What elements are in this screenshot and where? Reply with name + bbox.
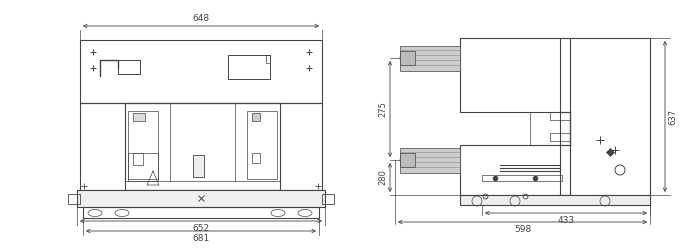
Bar bbox=[228, 55, 270, 79]
Text: 598: 598 bbox=[514, 225, 531, 234]
Bar bbox=[322, 194, 334, 204]
Bar bbox=[125, 103, 280, 190]
Text: 637: 637 bbox=[668, 108, 677, 124]
Bar bbox=[77, 190, 325, 207]
Bar bbox=[80, 40, 322, 103]
Bar bbox=[550, 112, 570, 120]
Bar bbox=[133, 153, 143, 165]
Bar bbox=[460, 38, 570, 112]
Text: 280: 280 bbox=[378, 170, 387, 186]
Bar bbox=[128, 111, 158, 179]
Bar bbox=[68, 194, 80, 204]
Bar bbox=[560, 38, 650, 195]
Bar bbox=[252, 153, 260, 163]
Bar bbox=[193, 155, 204, 177]
Text: 648: 648 bbox=[193, 14, 209, 23]
Bar bbox=[400, 46, 460, 71]
Text: 652: 652 bbox=[193, 224, 209, 233]
Bar bbox=[400, 153, 415, 167]
Bar bbox=[118, 60, 140, 74]
Bar bbox=[550, 133, 570, 141]
Bar bbox=[133, 113, 145, 121]
Bar bbox=[482, 175, 562, 181]
Bar bbox=[128, 153, 158, 181]
Bar bbox=[266, 55, 270, 63]
Text: 433: 433 bbox=[557, 216, 575, 225]
Bar bbox=[400, 51, 415, 65]
Bar bbox=[460, 195, 650, 205]
Bar bbox=[80, 103, 322, 190]
Text: 275: 275 bbox=[378, 101, 387, 117]
Bar bbox=[252, 113, 260, 121]
Bar bbox=[400, 148, 460, 173]
Bar bbox=[83, 207, 319, 218]
Bar bbox=[460, 145, 570, 195]
Text: 681: 681 bbox=[193, 234, 209, 243]
Bar bbox=[247, 111, 277, 179]
